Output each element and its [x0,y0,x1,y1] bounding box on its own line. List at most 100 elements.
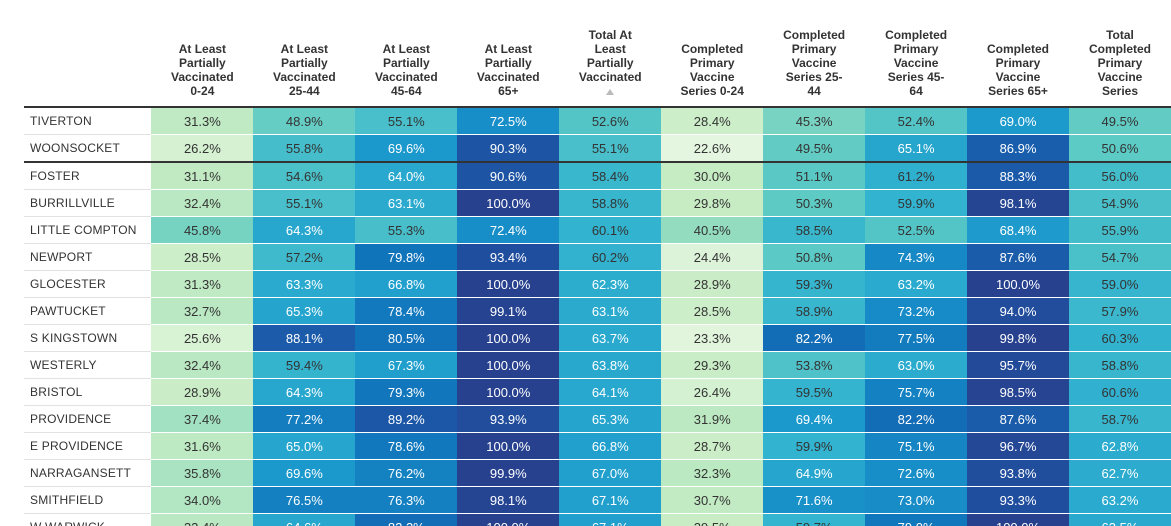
municipality-name: BRISTOL [24,378,152,406]
municipality-column-header[interactable] [24,0,152,108]
municipality-name: WESTERLY [24,351,152,379]
municipality-name: GLOCESTER [24,270,152,298]
table-header-row: At Least Partially Vaccinated 0-24 At Least P… [24,0,1171,108]
column-header[interactable]: At Least Partially Vaccinated 25-44 [253,0,356,108]
value-cell: 93.3% [967,486,1069,514]
value-cell: 61.2% [865,162,968,190]
value-cell: 63.8% [559,351,662,379]
value-cell: 95.7% [967,351,1069,379]
column-header-text: Primary [689,56,735,70]
value-cell: 79.3% [355,378,458,406]
table-row: BURRILLVILLE 32.4% 55.1% 63.1% 100.0% 58.8% 29… [24,189,1171,217]
sort-ascending-icon[interactable] [606,89,615,95]
value-cell: 58.9% [763,297,866,325]
value-cell: 77.2% [253,405,356,433]
value-cell: 45.8% [151,216,254,244]
value-cell: 48.9% [253,107,356,135]
value-cell: 88.3% [967,162,1069,190]
column-header-text: Completed [885,28,948,42]
value-cell: 65.3% [253,297,356,325]
value-cell: 63.1% [355,189,458,217]
value-cell: 93.9% [457,405,560,433]
municipality-name: FOSTER [24,162,152,190]
value-cell: 75.7% [865,378,968,406]
column-header-text: Series 45- [887,70,945,84]
column-header-text: Vaccinated [374,70,438,84]
value-cell: 100.0% [967,270,1069,298]
table-row: NARRAGANSETT 35.8% 69.6% 76.2% 99.9% 67.0% 32.… [24,459,1171,487]
municipality-name: W WARWICK [24,513,152,526]
value-cell: 76.5% [253,486,356,514]
table-row: GLOCESTER 31.3% 63.3% 66.8% 100.0% 62.3% 28.9%… [24,270,1171,298]
value-cell: 100.0% [457,189,560,217]
column-header[interactable]: Completed Primary Vaccine Series 45- 64 [865,0,968,108]
value-cell: 32.3% [661,459,764,487]
value-cell: 76.3% [355,486,458,514]
column-header[interactable]: At Least Partially Vaccinated 45-64 [355,0,458,108]
table-body: TIVERTON 31.3% 48.9% 55.1% 72.5% 52.6% 28.4% 45… [24,107,1171,526]
value-cell: 55.1% [355,107,458,135]
municipality-name: LITTLE COMPTON [24,216,152,244]
value-cell: 68.4% [967,216,1069,244]
value-cell: 71.6% [763,486,866,514]
value-cell: 60.2% [559,243,662,271]
value-cell: 82.2% [763,324,866,352]
value-cell: 53.8% [763,351,866,379]
column-header[interactable]: Total At Least Partially Vaccinated [559,0,662,108]
value-cell: 72.4% [457,216,560,244]
value-cell: 67.1% [559,513,662,526]
value-cell: 64.0% [355,162,458,190]
value-cell: 67.3% [355,351,458,379]
column-header[interactable]: At Least Partially Vaccinated 65+ [457,0,560,108]
value-cell: 79.8% [355,243,458,271]
value-cell: 65.3% [559,405,662,433]
column-header-text: Total At [588,28,632,42]
column-header-text: Primary [893,42,939,56]
value-cell: 100.0% [457,378,560,406]
value-cell: 99.9% [457,459,560,487]
value-cell: 69.6% [253,459,356,487]
value-cell: 31.1% [151,162,254,190]
column-header[interactable]: Completed Primary Vaccine Series 65+ [967,0,1069,108]
municipality-name: BURRILLVILLE [24,189,152,217]
value-cell: 86.9% [967,134,1069,163]
value-cell: 88.1% [253,324,356,352]
value-cell: 69.4% [763,405,866,433]
value-cell: 55.1% [253,189,356,217]
value-cell: 28.5% [661,297,764,325]
table-row: BRISTOL 28.9% 64.3% 79.3% 100.0% 64.1% 26.4% 59… [24,378,1171,406]
column-header-text: At Least [484,42,532,56]
value-cell: 64.3% [253,216,356,244]
column-header[interactable]: At Least Partially Vaccinated 0-24 [151,0,254,108]
column-header-text: 64 [909,84,923,98]
column-header[interactable]: Completed Primary Vaccine Series 25- 44 [763,0,866,108]
value-cell: 62.3% [559,270,662,298]
value-cell: 73.2% [865,297,968,325]
column-header-text: Vaccine [791,56,837,70]
value-cell: 31.9% [661,405,764,433]
table-row: NEWPORT 28.5% 57.2% 79.8% 93.4% 60.2% 24.4% 50.… [24,243,1171,271]
value-cell: 78.4% [355,297,458,325]
value-cell: 90.3% [457,134,560,163]
column-header-text: Vaccinated [171,70,234,84]
value-cell: 55.8% [253,134,356,163]
table-row: WESTERLY 32.4% 59.4% 67.3% 100.0% 63.8% 29.3% 5… [24,351,1171,379]
table-row: LITTLE COMPTON 45.8% 64.3% 55.3% 72.4% 60.1% 4… [24,216,1171,244]
value-cell: 75.1% [865,432,968,460]
column-header-text: Partially [280,56,328,70]
value-cell: 99.1% [457,297,560,325]
value-cell: 26.2% [151,134,254,163]
column-header-text: Vaccinated [578,70,642,84]
column-header-text: Series 0-24 [680,84,744,98]
value-cell: 100.0% [457,351,560,379]
column-header[interactable]: Completed Primary Vaccine Series 0-24 [661,0,764,108]
value-cell: 89.2% [355,405,458,433]
column-header-text: 44 [807,84,821,98]
column-header-text: Primary [995,56,1041,70]
value-cell: 30.7% [661,486,764,514]
column-header-text: Completed [681,42,744,56]
value-cell: 100.0% [967,513,1069,526]
value-cell: 57.2% [253,243,356,271]
column-header[interactable]: Total Completed Primary Vaccine Series [1068,0,1171,108]
value-cell: 73.0% [865,486,968,514]
